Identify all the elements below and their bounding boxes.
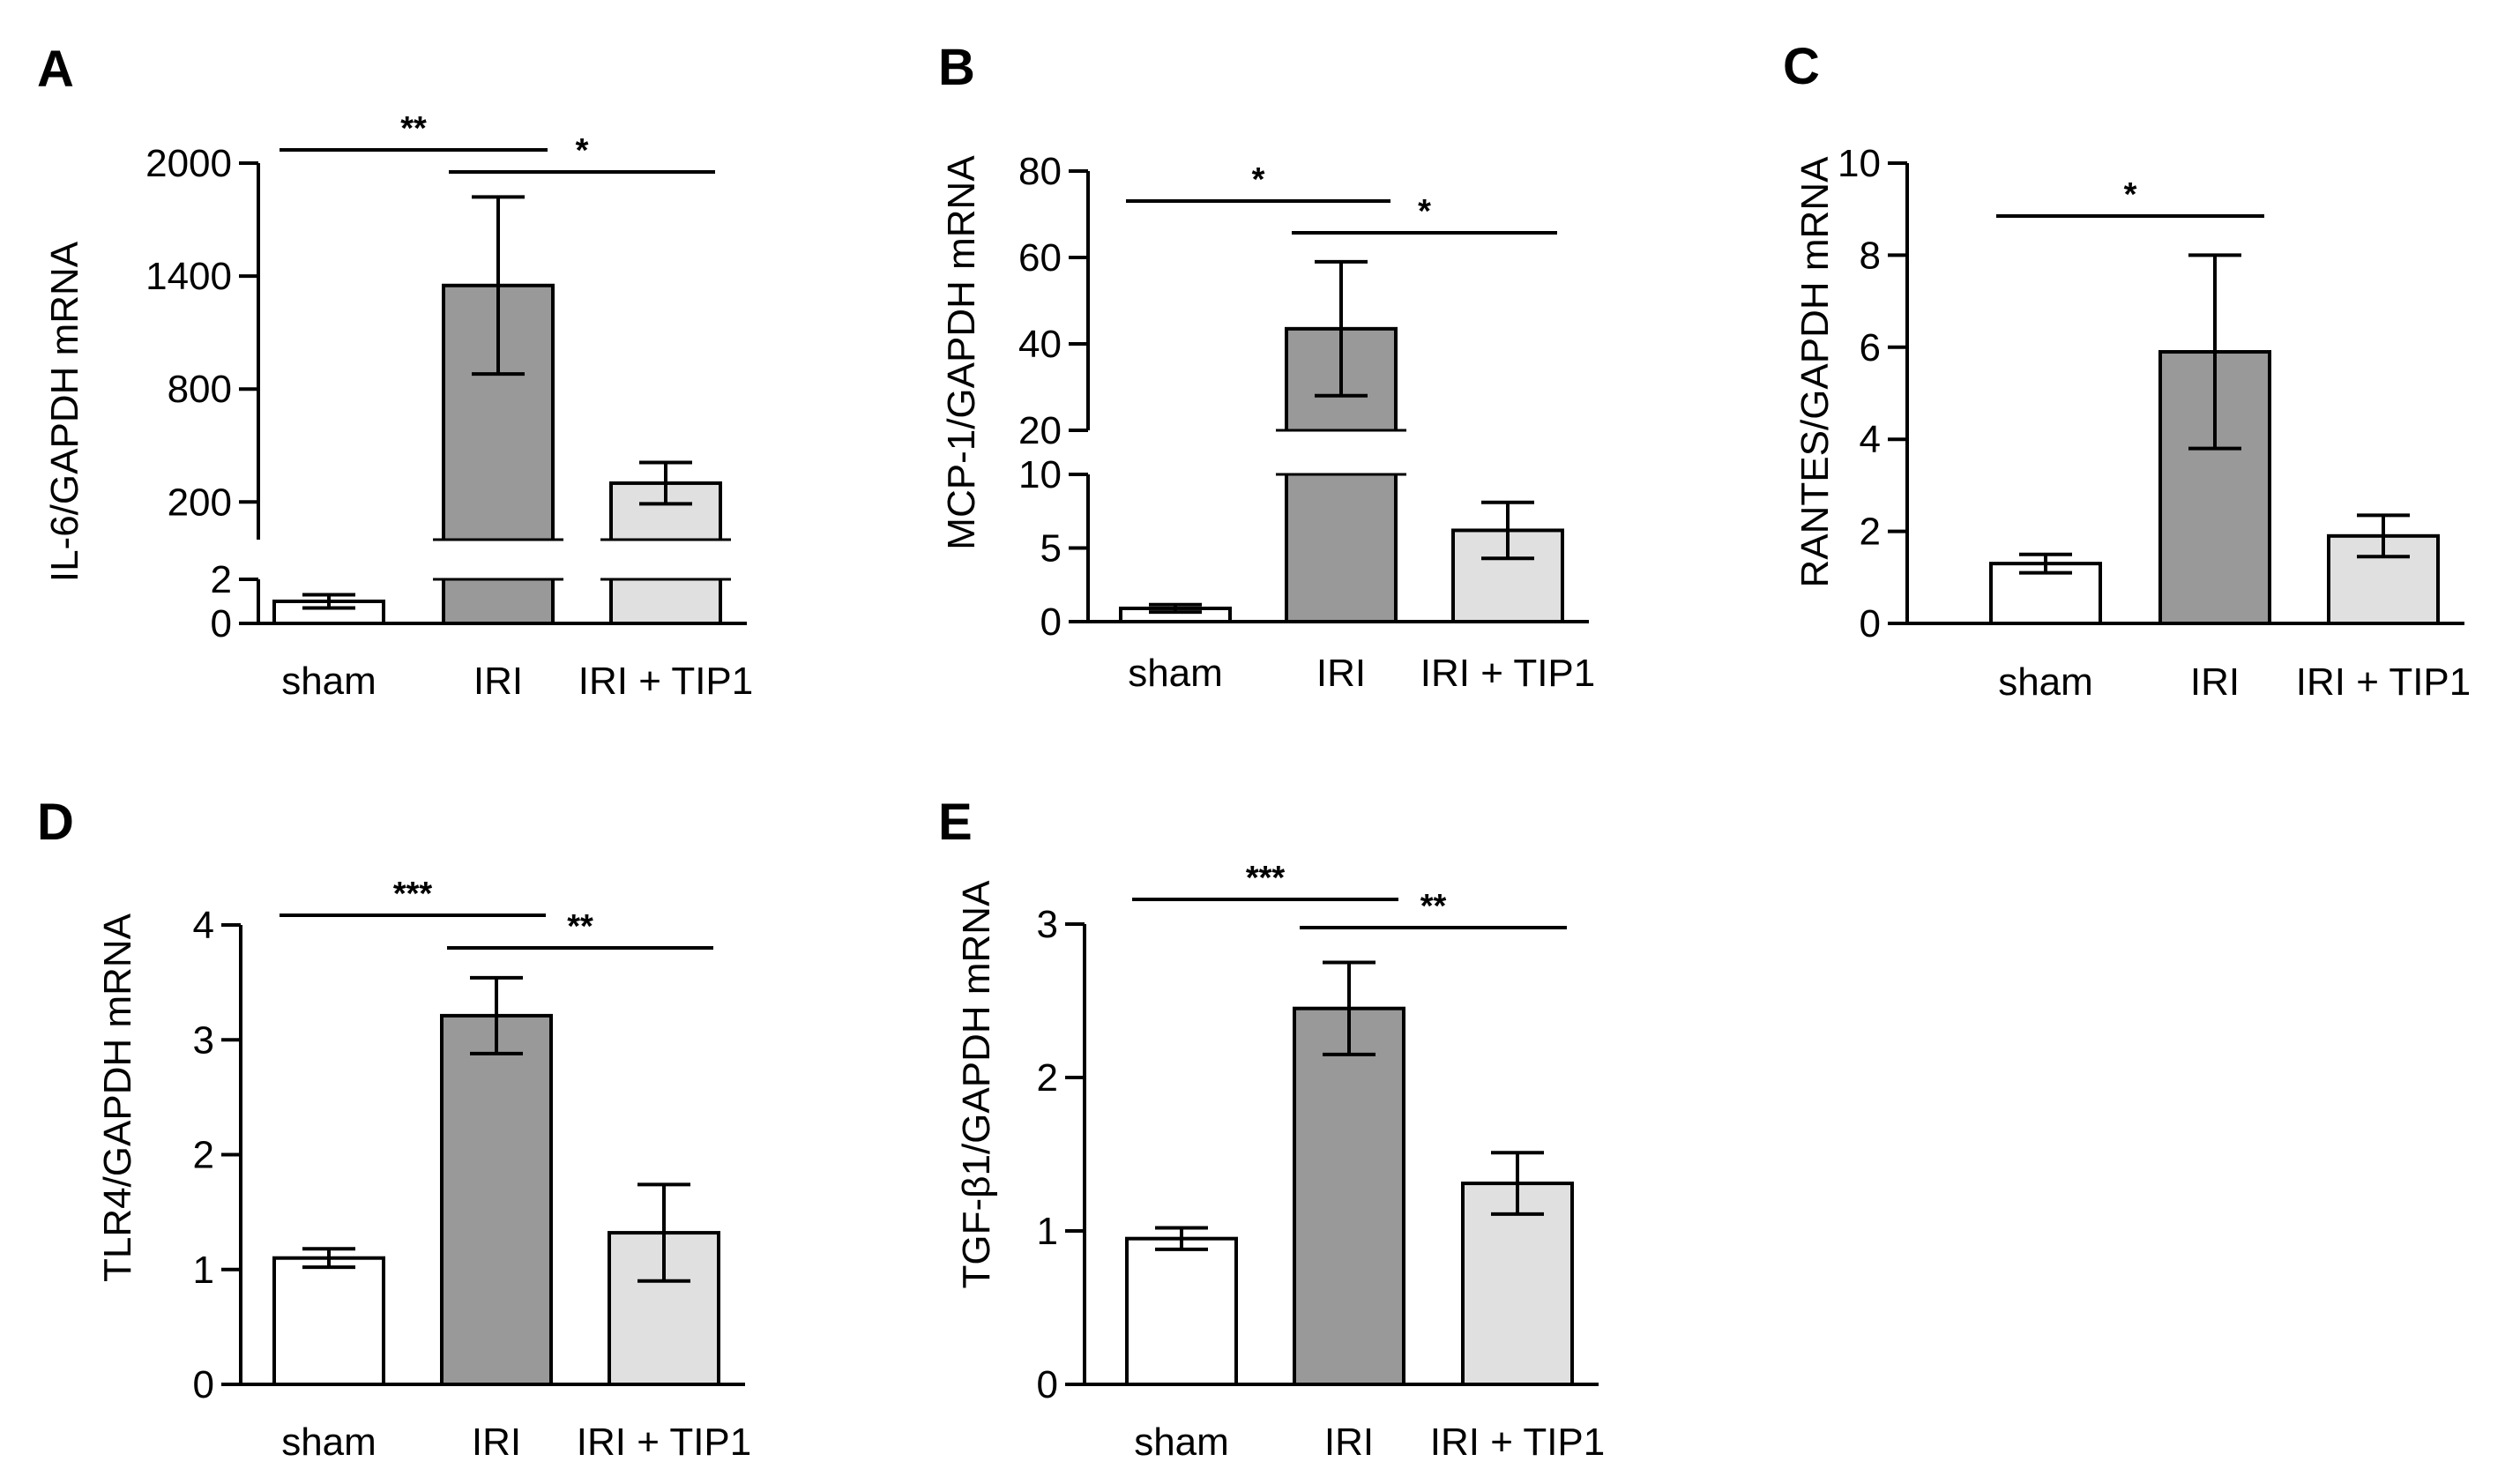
y-tick-label: 0 xyxy=(1040,600,1062,644)
panel-letter: E xyxy=(938,794,973,851)
axis-break-gap xyxy=(1276,430,1406,474)
x-category-label: sham xyxy=(281,1421,376,1464)
panel-letter: D xyxy=(37,794,74,851)
panel-letter: B xyxy=(938,39,975,96)
axis-break-gap xyxy=(433,540,563,579)
significance-label: * xyxy=(1252,161,1265,198)
y-axis-title: MCP-1/GAPDH mRNA xyxy=(940,155,983,550)
bar-sham xyxy=(1125,1236,1238,1386)
y-tick-label: 1 xyxy=(1037,1210,1058,1253)
y-tick-label: 40 xyxy=(1018,323,1062,366)
x-category-label: sham xyxy=(1128,652,1223,695)
significance-label: * xyxy=(576,132,589,169)
x-category-label: IRI xyxy=(1324,1421,1374,1464)
y-tick-label: 2000 xyxy=(145,142,232,185)
y-tick-label: 6 xyxy=(1860,326,1881,369)
significance-label: ** xyxy=(567,908,593,945)
significance-label: * xyxy=(1418,193,1431,230)
y-tick-label: 2 xyxy=(211,558,232,601)
y-axis-title: RANTES/GAPDH mRNA xyxy=(1793,156,1837,588)
axis-break-gap xyxy=(600,540,731,579)
x-category-label: sham xyxy=(281,660,376,703)
significance-label: ** xyxy=(1420,888,1447,925)
x-category-label: IRI + TIP1 xyxy=(2296,660,2471,704)
significance-label: *** xyxy=(1246,860,1286,897)
y-tick-label: 2 xyxy=(193,1134,214,1177)
chart-panel-e: E TGF-β1/GAPDH mRNA 0 1 2 3 sham IRI IRI + TIP1 *… xyxy=(938,794,1605,1464)
y-tick-label: 2 xyxy=(1860,511,1881,554)
significance-label: ** xyxy=(400,110,427,147)
y-tick-label: 1 xyxy=(193,1249,214,1292)
y-tick-label: 10 xyxy=(1838,142,1881,185)
y-axis-title: TGF-β1/GAPDH mRNA xyxy=(955,880,998,1289)
y-tick-label: 4 xyxy=(1860,418,1881,461)
y-tick-label: 8 xyxy=(1860,234,1881,277)
panel-letter: A xyxy=(37,41,74,98)
x-category-label: sham xyxy=(1134,1421,1229,1464)
y-axis-title: TLR4/GAPDH mRNA xyxy=(96,913,139,1282)
y-tick-label: 0 xyxy=(211,602,232,645)
y-tick-label: 20 xyxy=(1018,409,1062,452)
x-category-label: IRI xyxy=(472,1421,521,1464)
significance-label: *** xyxy=(393,876,433,913)
y-tick-label: 0 xyxy=(1860,602,1881,645)
x-category-label: IRI + TIP1 xyxy=(578,660,754,703)
y-tick-label: 10 xyxy=(1018,453,1062,496)
bar-iri xyxy=(440,1013,553,1386)
significance-label: * xyxy=(2124,176,2137,213)
chart-panel-c: C RANTES/GAPDH mRNA 0 2 4 6 8 10 sham IRI IRI + TI… xyxy=(1783,38,2471,704)
y-tick-label: 0 xyxy=(1037,1363,1058,1406)
y-tick-label: 1400 xyxy=(145,255,232,298)
y-tick-label: 80 xyxy=(1018,150,1062,193)
x-category-label: IRI + TIP1 xyxy=(1420,652,1596,695)
x-category-label: IRI + TIP1 xyxy=(577,1421,752,1464)
y-tick-label: 60 xyxy=(1018,236,1062,280)
y-tick-label: 0 xyxy=(193,1363,214,1406)
chart-panel-a: A IL-6/GAPDH mRNA 02 200 800 1400 2000 sham IRI I… xyxy=(37,41,753,703)
x-category-label: sham xyxy=(1998,660,2093,704)
bar-sham xyxy=(272,1256,385,1386)
y-tick-label: 200 xyxy=(168,481,232,524)
y-tick-label: 3 xyxy=(193,1018,214,1062)
x-category-label: IRI xyxy=(473,660,523,703)
x-category-label: IRI xyxy=(1316,652,1366,695)
x-category-label: IRI + TIP1 xyxy=(1430,1421,1606,1464)
panel-letter: C xyxy=(1783,38,1820,95)
y-tick-label: 4 xyxy=(193,904,214,947)
y-axis-title: IL-6/GAPDH mRNA xyxy=(43,241,86,582)
y-tick-label: 2 xyxy=(1037,1056,1058,1100)
y-tick-label: 5 xyxy=(1040,527,1062,570)
x-category-label: IRI xyxy=(2190,660,2240,704)
chart-panel-d: D TLR4/GAPDH mRNA 0 1 2 3 4 sham IRI IRI + TIP1 **… xyxy=(37,794,751,1464)
bar-iri xyxy=(1293,1006,1405,1386)
y-tick-label: 800 xyxy=(168,368,232,411)
y-tick-label: 3 xyxy=(1037,903,1058,946)
